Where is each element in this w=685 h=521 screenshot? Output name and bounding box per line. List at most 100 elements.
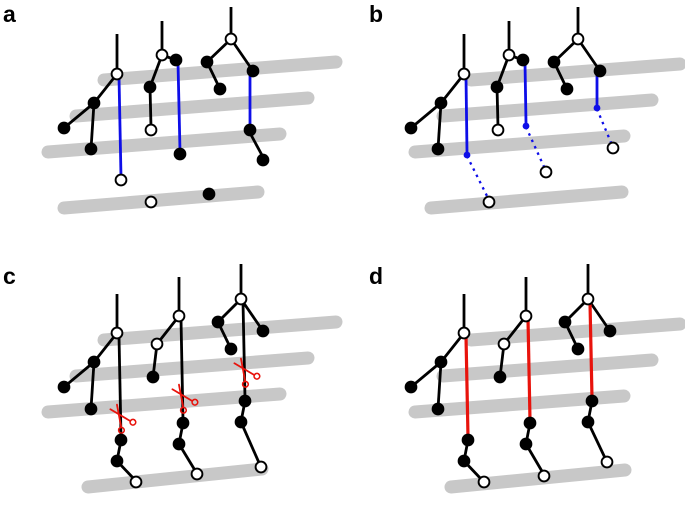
gene-node-filled [213,82,227,96]
vertical-descent-line-blue [176,62,182,152]
gene-node-filled [169,53,183,67]
gene-node-filled [200,55,214,69]
gene-node-open [110,67,124,81]
chromosome-bar [97,315,343,347]
gene-node-open [254,460,268,474]
gene-node-filled [57,380,71,394]
relocation-dotted-line [465,155,490,199]
tree-branch [576,38,602,72]
highlight-line-red [588,301,594,399]
gene-node-open [600,455,614,469]
panel-label-a: a [3,1,16,27]
tree-branch [89,361,96,410]
gene-node-filled [585,394,599,408]
gene-node-filled [256,153,270,167]
gene-node-open [457,326,471,340]
tree-branch [63,360,95,389]
gene-node-filled [593,64,607,78]
gene-node-filled [202,187,216,201]
gene-node-filled [256,324,270,338]
gene-node-open [539,165,553,179]
gene-node-filled [523,416,537,430]
highlight-line-red [464,335,470,438]
chromosome-bar [81,462,269,494]
gene-node-filled [57,121,71,135]
gene-node-filled [434,355,448,369]
chromosome-bar [69,91,315,123]
gene-node-open [234,292,248,306]
chromosome-bar [69,351,315,383]
tree-branch [63,101,95,130]
panel-d [404,264,685,494]
tree-branch [229,38,255,72]
gene-node-open [477,475,491,489]
panel-c [41,264,343,494]
gene-node-open [190,467,204,481]
gene-node-filled [431,402,445,416]
gene-node-filled [516,53,530,67]
gene-node-open [482,195,496,209]
gene-node-open [224,32,238,46]
gene-node-open [114,173,128,187]
tree-branch [436,102,443,150]
tree-branch [89,102,96,150]
scissors-icon [233,357,261,388]
gene-node-open [129,475,143,489]
chromosome-bar [41,127,287,159]
gene-node-filled [558,315,572,329]
gene-node-open [457,67,471,81]
gene-node-filled [243,123,257,137]
chromosome-bar [464,317,685,347]
gene-node-open [491,123,505,137]
scissors-icon [171,383,199,414]
tree-branch [239,298,265,332]
gene-node-open [172,309,186,323]
tree-branch [436,361,443,410]
gene-node-filled [434,96,448,110]
chromosome-bar [464,57,685,87]
gene-node-filled [114,433,128,447]
chromosome-bar [436,93,659,123]
chromosome-bar [436,353,659,383]
panel-label-d: d [369,263,384,289]
tree-branch [248,132,265,158]
vertical-descent-line-blue [523,62,528,124]
tree-branch [239,421,262,466]
tree-branch [495,86,500,128]
gene-node-filled [581,415,595,429]
gene-node-filled [176,416,190,430]
gene-node-open [571,32,585,46]
vertical-descent-line-blue [117,76,123,178]
tree-branch [586,421,608,461]
gene-node-filled [84,402,98,416]
tree-branch [148,86,153,128]
gene-node-open [110,326,124,340]
panel-a [41,7,343,215]
gene-node-filled [404,121,418,135]
gene-node-open [497,337,511,351]
gene-node-open [155,48,169,62]
gene-node-filled [146,370,160,384]
gene-node-open [150,337,164,351]
gene-node-filled [246,64,260,78]
gene-node-open [502,48,516,62]
tree-branch [410,101,442,130]
gene-node-filled [110,454,124,468]
gene-node-open [581,292,595,306]
vertical-descent-line-blue [464,76,469,153]
gene-node-filled [404,380,418,394]
gene-node-filled [431,142,445,156]
gene-node-filled [547,55,561,69]
gene-node-filled [238,394,252,408]
gene-node-open [144,123,158,137]
breakpoint-dot-blue [593,104,601,112]
highlight-line-red [526,318,532,421]
breakpoint-dot-blue [522,122,530,130]
panel-label-b: b [369,1,384,27]
tree-branch [586,298,612,332]
gene-node-filled [560,82,574,96]
chromosome-bar [97,55,343,87]
scissors-icon [109,403,137,434]
gene-node-filled [603,324,617,338]
